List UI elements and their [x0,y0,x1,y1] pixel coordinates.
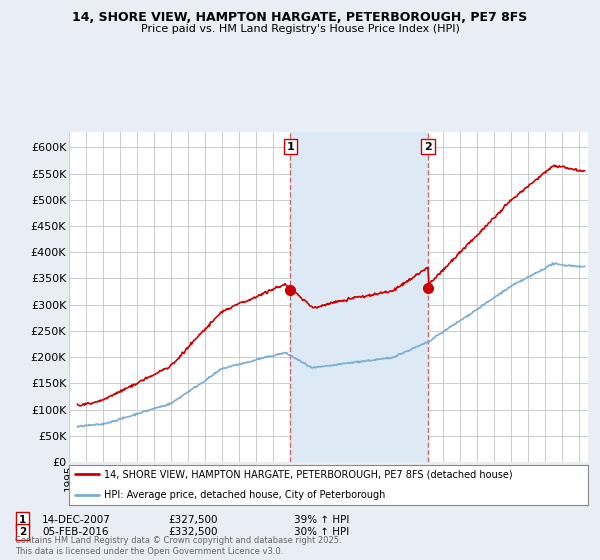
Text: 14, SHORE VIEW, HAMPTON HARGATE, PETERBOROUGH, PE7 8FS (detached house): 14, SHORE VIEW, HAMPTON HARGATE, PETERBO… [104,469,512,479]
Text: 1: 1 [19,515,26,525]
Text: 39% ↑ HPI: 39% ↑ HPI [294,515,349,525]
Text: £332,500: £332,500 [168,527,218,537]
Text: 05-FEB-2016: 05-FEB-2016 [42,527,109,537]
Text: £327,500: £327,500 [168,515,218,525]
Text: HPI: Average price, detached house, City of Peterborough: HPI: Average price, detached house, City… [104,491,385,501]
Text: 14-DEC-2007: 14-DEC-2007 [42,515,111,525]
Text: 1: 1 [286,142,294,152]
Text: 2: 2 [19,527,26,537]
Bar [290,132,428,462]
Text: Price paid vs. HM Land Registry's House Price Index (HPI): Price paid vs. HM Land Registry's House … [140,24,460,34]
Text: 30% ↑ HPI: 30% ↑ HPI [294,527,349,537]
Text: 14, SHORE VIEW, HAMPTON HARGATE, PETERBOROUGH, PE7 8FS: 14, SHORE VIEW, HAMPTON HARGATE, PETERBO… [73,11,527,24]
Text: Contains HM Land Registry data © Crown copyright and database right 2025.
This d: Contains HM Land Registry data © Crown c… [15,536,341,556]
Text: 2: 2 [424,142,432,152]
